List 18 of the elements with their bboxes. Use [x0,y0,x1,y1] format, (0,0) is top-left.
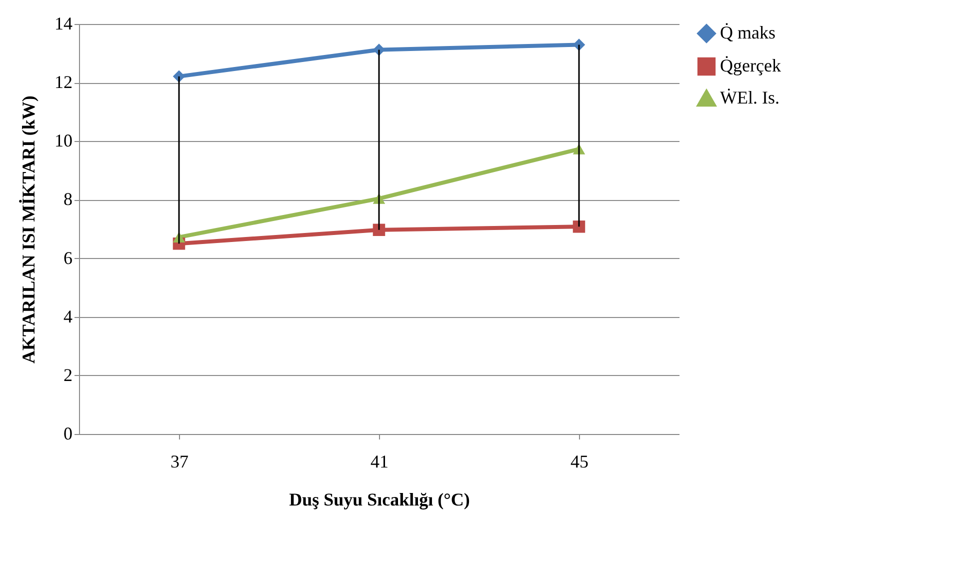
y-axis-title: AKTARILAN ISI MİKTARI (kW) [18,96,38,364]
y-tick-label: 10 [54,130,72,151]
y-tick-label: 14 [54,14,72,34]
y-tick-label: 4 [64,306,72,326]
point [572,220,586,233]
x-tick-label: 37 [170,452,188,472]
x-tick-label: 41 [370,452,388,472]
x-axis-title: Duş Suyu Sıcaklığı (°C) [289,490,470,510]
x-tick-label: 45 [570,452,588,472]
legend-label: Q̇ maks [720,22,776,42]
y-tick-label: 0 [64,424,72,444]
y-tick-label: 6 [64,248,72,268]
y-tick-label: 2 [64,364,72,385]
legend-label: Q̇gerçek [720,56,781,76]
legend-label: ẆEl. Is. [720,88,780,108]
point [372,224,386,236]
y-tick-label: 12 [54,72,72,92]
y-tick-label: 8 [64,189,72,210]
